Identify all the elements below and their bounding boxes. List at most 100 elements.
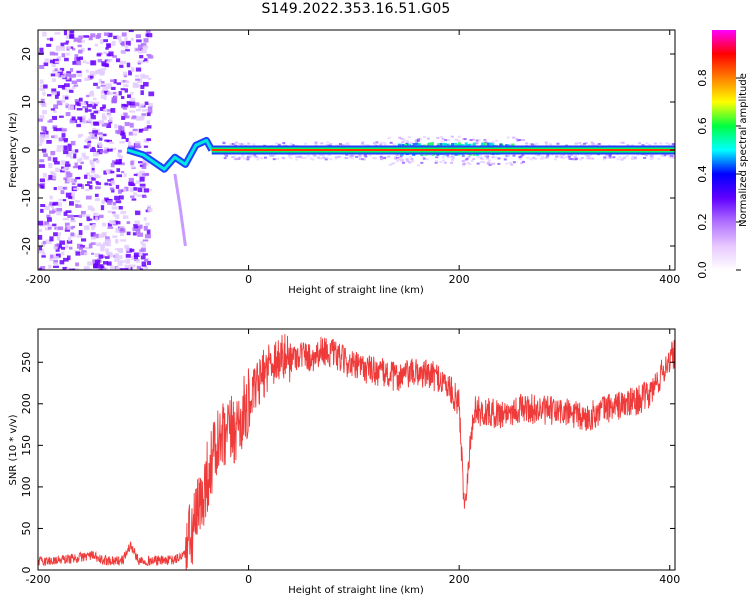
spectrogram-noise-cell	[90, 262, 94, 266]
spectrogram-noise-cell	[120, 50, 126, 54]
spectrogram-noise-cell	[76, 204, 82, 208]
spectrogram-halo-cell	[649, 157, 653, 160]
spectrogram-halo-cell	[573, 155, 577, 158]
spectrogram-noise-cell	[53, 134, 58, 139]
spectrogram-halo-cell	[484, 141, 488, 144]
spectrogram-noise-cell	[146, 53, 152, 57]
spectrogram-noise-cell	[49, 210, 55, 214]
spectrogram-halo-cell	[301, 156, 305, 159]
spectrogram-noise-cell	[140, 247, 146, 252]
spectrogram-noise-cell	[100, 84, 106, 87]
spectrogram-noise-cell	[94, 193, 99, 197]
spectrogram-halo-cell	[469, 139, 473, 142]
spectrogram-halo-cell	[355, 155, 359, 158]
spectrogram-halo-cell	[334, 157, 338, 160]
spectrogram-noise-cell	[129, 187, 134, 192]
spectrogram-noise-cell	[90, 232, 96, 237]
spectrogram-noise-cell	[103, 39, 109, 43]
spectrogram-halo-cell	[387, 137, 391, 140]
spectrogram-halo-cell	[457, 139, 461, 142]
spectrogram-noise-cell	[88, 243, 93, 249]
spectrogram-halo-cell	[446, 156, 450, 159]
spectrogram-halo-cell	[364, 155, 368, 158]
spectrogram-noise-cell	[113, 35, 119, 40]
spectrogram-halo-cell	[618, 156, 622, 159]
spectrogram-noise-cell	[93, 263, 98, 269]
spectrogram-noise-cell	[146, 120, 150, 125]
spectrogram-noise-cell	[143, 74, 149, 79]
spectrogram-noise-cell	[122, 71, 128, 76]
spectrogram-halo-cell	[319, 157, 323, 160]
spectrogram-halo-cell	[570, 158, 574, 161]
spectrogram-noise-cell	[49, 118, 53, 123]
spectrogram-halo-cell	[461, 154, 465, 157]
spectrogram-halo-cell	[631, 155, 635, 158]
spectrogram-halo-cell	[451, 155, 455, 158]
spectrogram-halo-cell	[534, 157, 538, 160]
spectrogram-noise-cell	[131, 165, 136, 169]
spectrogram-halo-cell	[396, 157, 400, 160]
spectrogram-noise-cell	[53, 127, 57, 132]
spectrogram-halo-cell	[486, 162, 490, 165]
spectrogram-noise-cell	[68, 195, 73, 200]
spectrogram-noise-cell	[40, 98, 45, 103]
spectrogram-x-axis-label: Height of straight line (km)	[288, 285, 424, 296]
spectrogram-noise-cell	[93, 97, 97, 101]
spectrogram-noise-cell	[129, 101, 136, 106]
spectrogram-noise-cell	[99, 134, 104, 138]
spectrogram-noise-cell	[103, 170, 107, 175]
spectrogram-halo-cell	[580, 157, 584, 160]
spectrogram-noise-cell	[139, 268, 144, 270]
spectrogram-halo-cell	[579, 158, 583, 161]
spectrogram-noise-cell	[69, 201, 74, 206]
spectrogram-noise-cell	[80, 161, 84, 165]
spectrogram-noise-cell	[92, 152, 99, 157]
spectrogram-halo-cell	[231, 143, 235, 146]
spectrogram-noise-cell	[54, 68, 58, 72]
spectrogram-noise-cell	[77, 135, 82, 138]
spectrogram-halo-cell	[650, 154, 654, 157]
spectrogram-halo-cell	[645, 154, 649, 157]
spectrogram-noise-cell	[96, 86, 101, 89]
spectrogram-noise-cell	[134, 143, 141, 149]
spectrogram-halo-cell	[625, 155, 629, 158]
spectrogram-noise-cell	[66, 71, 72, 74]
spectrogram-noise-cell	[60, 42, 65, 48]
spectrogram-halo-cell	[643, 156, 647, 159]
spectrogram-noise-cell	[88, 109, 92, 112]
spectrogram-halo-cell	[229, 142, 233, 145]
spectrogram-noise-cell	[101, 115, 107, 121]
spectrogram-halo-cell	[529, 158, 533, 161]
spectrogram-noise-cell	[146, 33, 153, 38]
spectrogram-noise-cell	[121, 32, 127, 37]
spectrogram-noise-cell	[65, 78, 72, 82]
spectrogram-halo-cell	[256, 158, 260, 161]
spectrogram-halo-cell	[411, 160, 415, 163]
spectrogram-noise-cell	[76, 70, 82, 74]
spectrogram-noise-cell	[90, 115, 96, 120]
spectrogram-halo-cell	[223, 154, 227, 157]
spectrogram-halo-cell	[619, 141, 623, 144]
spectrogram-halo-cell	[568, 157, 572, 160]
spectrogram-noise-cell	[46, 214, 51, 219]
spectrogram-noise-cell	[124, 186, 129, 192]
spectrogram-noise-cell	[112, 201, 116, 206]
spectrogram-noise-cell	[58, 74, 62, 78]
spectrogram-noise-cell	[55, 247, 60, 252]
spectrogram-noise-cell	[65, 103, 70, 109]
spectrogram-noise-cell	[78, 246, 84, 250]
spectrogram-noise-cell	[115, 214, 120, 219]
spectrogram-noise-cell	[120, 210, 127, 215]
spectrogram-noise-cell	[94, 197, 100, 202]
spectrogram-noise-cell	[137, 78, 143, 84]
spectrogram-noise-cell	[124, 115, 130, 119]
spectrogram-noise-cell	[126, 248, 131, 254]
spectrogram-noise-cell	[66, 52, 70, 56]
spectrogram-noise-cell	[104, 149, 110, 153]
spectrogram-noise-cell	[135, 229, 141, 234]
spectrogram-noise-cell	[104, 151, 108, 154]
spectrogram-noise-cell	[63, 165, 67, 170]
spectrogram-noise-cell	[89, 132, 95, 138]
spectrogram-noise-cell	[53, 265, 59, 268]
spectrogram-noise-cell	[63, 139, 68, 143]
